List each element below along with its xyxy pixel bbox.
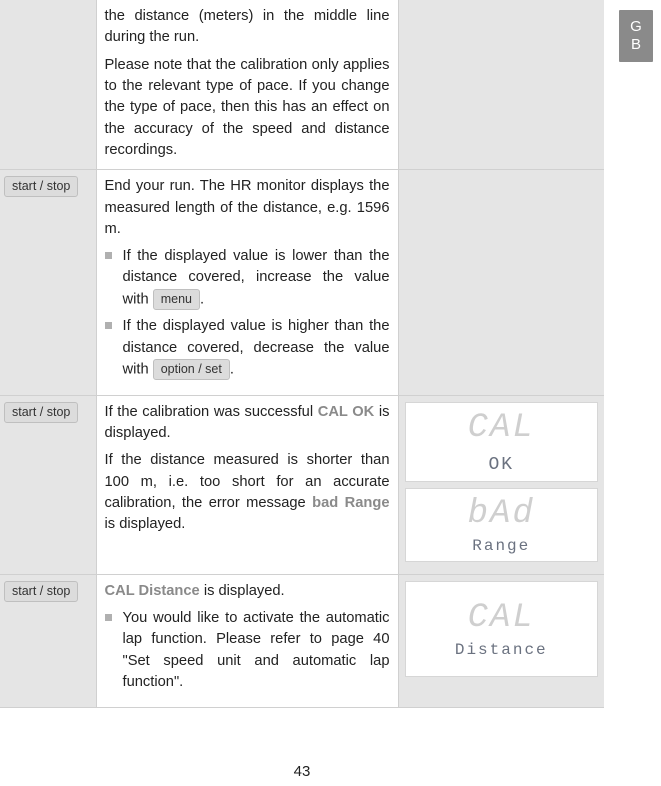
- display-cell: CAL Distance: [398, 574, 604, 708]
- paragraph: the distance (meters) in the middle line…: [105, 6, 390, 49]
- table-row: start / stop End your run. The HR monito…: [0, 170, 604, 396]
- lcd-small-text: Range: [472, 537, 530, 555]
- instruction-table: the distance (meters) in the middle line…: [0, 0, 604, 708]
- start-stop-button[interactable]: start / stop: [4, 581, 78, 602]
- paragraph: End your run. The HR monitor displays th…: [105, 176, 390, 240]
- lcd-cal-distance: CAL Distance: [405, 581, 599, 677]
- bullet-list: If the displayed value is lower than the…: [105, 246, 390, 381]
- paragraph: CAL Distance is displayed.: [105, 581, 390, 602]
- text-span: If the calibration was successful: [105, 404, 318, 420]
- paragraph: If the calibration was successful CAL OK…: [105, 402, 390, 445]
- text-span: .: [200, 291, 204, 307]
- lang-line-1: G: [630, 18, 642, 36]
- list-item: If the displayed value is higher than th…: [105, 316, 390, 380]
- description-cell: the distance (meters) in the middle line…: [96, 0, 398, 170]
- table-row: start / stop If the calibration was succ…: [0, 395, 604, 574]
- description-cell: CAL Distance is displayed. You would lik…: [96, 574, 398, 708]
- lcd-big-text: bAd: [468, 497, 535, 531]
- lcd-big-text: CAL: [468, 601, 535, 635]
- table-row: start / stop CAL Distance is displayed. …: [0, 574, 604, 708]
- bullet-list: You would like to activate the automatic…: [105, 608, 390, 693]
- menu-button[interactable]: menu: [153, 289, 200, 310]
- list-item: You would like to activate the automatic…: [105, 608, 390, 693]
- lcd-bad-range: bAd Range: [405, 488, 599, 562]
- text-span: is displayed.: [105, 516, 186, 532]
- button-cell: start / stop: [0, 395, 96, 574]
- start-stop-button[interactable]: start / stop: [4, 402, 78, 423]
- lcd-big-text: CAL: [468, 411, 535, 445]
- option-set-button[interactable]: option / set: [153, 359, 230, 380]
- manual-page: G B the distance (meters) in the middle …: [0, 0, 661, 786]
- text-span: is displayed.: [200, 583, 285, 599]
- button-cell: start / stop: [0, 170, 96, 396]
- page-number: 43: [0, 763, 604, 780]
- paragraph: Please note that the calibration only ap…: [105, 55, 390, 162]
- paragraph: If the distance measured is shorter than…: [105, 450, 390, 535]
- list-item: If the displayed value is lower than the…: [105, 246, 390, 310]
- display-cell: CAL OK bAd Range: [398, 395, 604, 574]
- description-cell: End your run. The HR monitor displays th…: [96, 170, 398, 396]
- lcd-small-text: OK: [488, 455, 514, 475]
- lcd-cal-ok: CAL OK: [405, 402, 599, 482]
- lcd-small-text: Distance: [455, 641, 548, 659]
- button-cell: [0, 0, 96, 170]
- description-cell: If the calibration was successful CAL OK…: [96, 395, 398, 574]
- emphasis-cal-distance: CAL Distance: [105, 583, 200, 599]
- emphasis-cal-ok: CAL OK: [318, 404, 375, 420]
- lang-line-2: B: [631, 36, 641, 54]
- display-cell: [398, 0, 604, 170]
- language-tab-gb: G B: [619, 10, 653, 62]
- start-stop-button[interactable]: start / stop: [4, 176, 78, 197]
- display-cell: [398, 170, 604, 396]
- button-cell: start / stop: [0, 574, 96, 708]
- emphasis-bad-range: bad Range: [312, 495, 389, 511]
- table-row: the distance (meters) in the middle line…: [0, 0, 604, 170]
- text-span: .: [230, 361, 234, 377]
